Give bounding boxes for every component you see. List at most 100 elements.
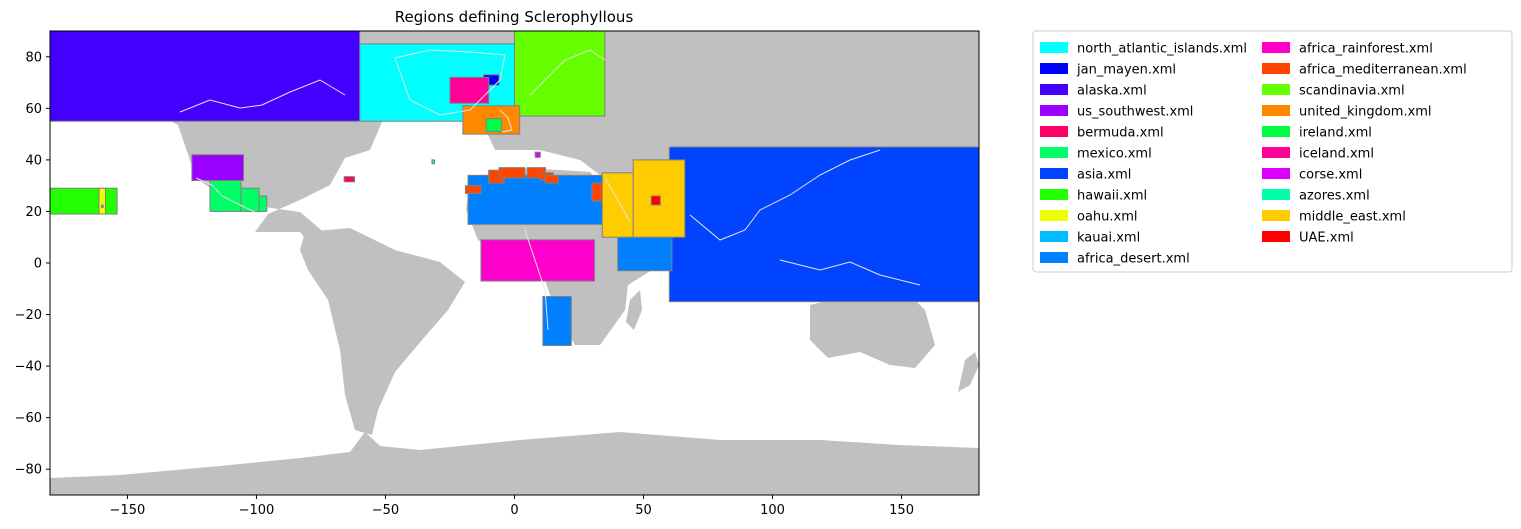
- legend: north_atlantic_islands.xmljan_mayen.xmla…: [1032, 30, 1513, 273]
- legend-label: bermuda.xml: [1077, 126, 1164, 141]
- coastline-greenland: [394, 49, 506, 116]
- legend-item: north_atlantic_islands.xml: [1040, 42, 1247, 57]
- y-tick-label: 60: [25, 102, 42, 117]
- x-tick-label: 0: [510, 503, 518, 518]
- coastlines: [179, 49, 921, 331]
- region-box-africa-mediterranean: [498, 167, 526, 179]
- legend-item: azores.xml: [1262, 189, 1370, 204]
- antarctica-landmass: [50, 432, 979, 495]
- y-tick-label: 20: [25, 205, 42, 220]
- y-tick-label: −40: [15, 360, 42, 375]
- x-tick-label: 150: [889, 503, 914, 518]
- y-tick-label: −80: [15, 463, 42, 478]
- y-tick-label: 0: [34, 257, 42, 272]
- region-box-scandinavia: [514, 31, 606, 117]
- legend-label: alaska.xml: [1077, 84, 1147, 99]
- legend-swatch: [1040, 168, 1068, 179]
- legend-label: africa_desert.xml: [1077, 252, 1190, 267]
- region-box-azores: [431, 159, 436, 165]
- legend-label: oahu.xml: [1077, 210, 1138, 225]
- region-box-mexico: [240, 187, 260, 212]
- legend-item: corse.xml: [1262, 168, 1362, 183]
- legend-swatch: [1262, 168, 1290, 179]
- x-tick-label: −100: [239, 503, 275, 518]
- coastline-africa-east: [524, 229, 549, 331]
- region-box-bermuda: [343, 176, 356, 183]
- coastline-indonesia: [779, 259, 921, 286]
- legend-label: north_atlantic_islands.xml: [1077, 42, 1247, 57]
- legend-label: us_southwest.xml: [1077, 105, 1193, 120]
- x-tick-label: 50: [635, 503, 652, 518]
- legend-label: azores.xml: [1299, 189, 1370, 204]
- y-tick-label: 40: [25, 153, 42, 168]
- legend-item: hawaii.xml: [1040, 189, 1147, 204]
- y-tick-label: 80: [25, 50, 42, 65]
- legend-label: middle_east.xml: [1299, 210, 1406, 225]
- legend-swatch: [1262, 147, 1290, 158]
- region-box-alaska: [50, 31, 361, 122]
- region-box-ireland: [485, 118, 503, 133]
- north-america-landmass: [50, 31, 520, 250]
- coastline-canada: [179, 79, 346, 113]
- legend-item: asia.xml: [1040, 168, 1131, 183]
- legend-item: africa_desert.xml: [1040, 252, 1190, 267]
- region-box-africa-desert: [617, 236, 673, 272]
- legend-label: ireland.xml: [1299, 126, 1372, 141]
- y-axis-ticks: −80 −60 −40 −20 0 20 40 60 80: [15, 50, 50, 478]
- legend-item: africa_mediterranean.xml: [1262, 63, 1467, 78]
- region-box-oahu: [98, 187, 106, 215]
- legend-item: alaska.xml: [1040, 84, 1147, 99]
- legend-swatch: [1262, 42, 1290, 53]
- legend-swatch: [1262, 210, 1290, 221]
- legend-item: mexico.xml: [1040, 147, 1152, 162]
- legend-label: scandinavia.xml: [1299, 84, 1405, 99]
- region-box-uae: [650, 195, 661, 206]
- legend-label: iceland.xml: [1299, 147, 1374, 162]
- x-axis-ticks: −150 −100 −50 0 50 100 150: [110, 495, 914, 518]
- legend-item: us_southwest.xml: [1040, 105, 1193, 120]
- legend-label: UAE.xml: [1299, 231, 1354, 246]
- x-tick-label: −50: [372, 503, 399, 518]
- legend-items: north_atlantic_islands.xmljan_mayen.xmla…: [1040, 42, 1467, 267]
- legend-label: hawaii.xml: [1077, 189, 1147, 204]
- legend-label: mexico.xml: [1077, 147, 1152, 162]
- region-box-kauai: [101, 204, 104, 209]
- new-zealand-landmass: [958, 352, 979, 392]
- legend-swatch: [1040, 126, 1068, 137]
- legend-item: bermuda.xml: [1040, 126, 1164, 141]
- region-box-asia: [668, 146, 979, 303]
- legend-swatch: [1040, 63, 1068, 74]
- legend-item: united_kingdom.xml: [1262, 105, 1432, 120]
- legend-swatch: [1040, 84, 1068, 95]
- region-box-mexico: [258, 195, 268, 212]
- legend-item: middle_east.xml: [1262, 210, 1406, 225]
- region-box-corse: [534, 151, 541, 158]
- legend-item: oahu.xml: [1040, 210, 1138, 225]
- legend-label: united_kingdom.xml: [1299, 105, 1432, 120]
- region-box-hawaii: [50, 187, 118, 215]
- legend-swatch: [1262, 105, 1290, 116]
- legend-item: africa_rainforest.xml: [1262, 42, 1433, 57]
- legend-swatch: [1040, 42, 1068, 53]
- legend-label: kauai.xml: [1077, 231, 1140, 246]
- map-area: [50, 31, 979, 495]
- legend-swatch: [1262, 126, 1290, 137]
- south-america-landmass: [300, 228, 465, 435]
- region-box-middle-east: [601, 172, 634, 238]
- legend-item: kauai.xml: [1040, 231, 1140, 246]
- legend-item: UAE.xml: [1262, 231, 1354, 246]
- region-box-africa-rainforest: [480, 239, 595, 282]
- region-box-africa-mediterranean: [544, 174, 559, 184]
- x-tick-label: 100: [760, 503, 785, 518]
- legend-label: jan_mayen.xml: [1076, 63, 1176, 78]
- legend-swatch: [1040, 252, 1068, 263]
- legend-item: ireland.xml: [1262, 126, 1372, 141]
- madagascar-landmass: [626, 290, 642, 330]
- legend-item: iceland.xml: [1262, 147, 1374, 162]
- region-box-mexico: [209, 180, 242, 212]
- region-box-africa-mediterranean: [464, 185, 482, 194]
- legend-label: africa_rainforest.xml: [1299, 42, 1433, 57]
- coastline-scandinavia: [529, 49, 606, 96]
- coastline-asia: [689, 149, 881, 241]
